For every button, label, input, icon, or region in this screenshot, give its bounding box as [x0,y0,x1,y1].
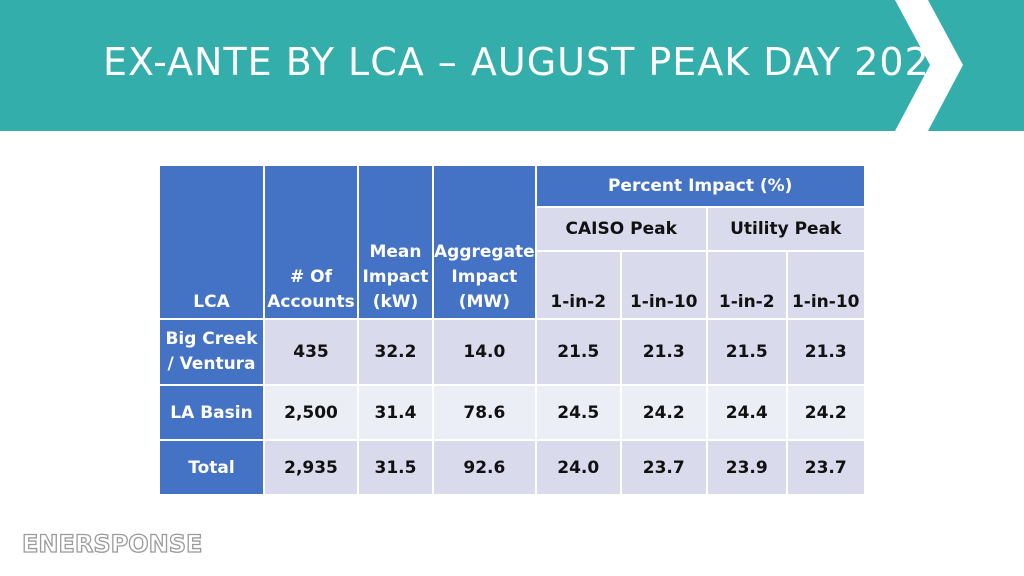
table-cell: 24.0 [534,439,622,496]
table-cell: 2,500 [263,384,359,441]
table-cell: 24.2 [785,384,866,441]
subgroup-caiso-peak: CAISO Peak [534,206,708,252]
col-header-utility-1-in-2: 1-in-2 [705,250,788,320]
table-row: LA Basin 2,500 31.4 78.6 24.5 24.2 24.4 … [158,384,866,441]
col-header-aggregate-impact: Aggregate Impact (MW) [432,164,537,320]
chevron-icon [895,0,963,131]
col-header-mean-impact: Mean Impact (kW) [357,164,434,320]
row-label: Total [158,439,265,496]
enersponse-logo: ENERSPONSE [21,529,203,558]
table-cell: 23.9 [705,439,788,496]
table-cell: 21.3 [785,318,866,386]
table-row: Total 2,935 31.5 92.6 24.0 23.7 23.9 23.… [158,439,866,496]
table-cell: 32.2 [357,318,434,386]
col-header-utility-1-in-10: 1-in-10 [785,250,866,320]
col-header-lca: LCA [158,164,265,320]
row-label: LA Basin [158,384,265,441]
header-band [0,0,1024,131]
table-cell: 21.5 [534,318,622,386]
table-cell: 31.5 [357,439,434,496]
table-cell: 78.6 [432,384,537,441]
col-header-caiso-1-in-10: 1-in-10 [619,250,708,320]
table-cell: 24.2 [619,384,708,441]
table-cell: 23.7 [619,439,708,496]
table-cell: 2,935 [263,439,359,496]
row-label: Big Creek / Ventura [158,318,265,386]
table-cell: 21.3 [619,318,708,386]
table-cell: 23.7 [785,439,866,496]
table-cell: 24.5 [534,384,622,441]
subgroup-utility-peak: Utility Peak [705,206,866,252]
table-cell: 31.4 [357,384,434,441]
table-cell: 435 [263,318,359,386]
table-cell: 21.5 [705,318,788,386]
table-cell: 14.0 [432,318,537,386]
impact-table: LCA # Of Accounts Mean Impact (kW) Aggre… [158,164,866,496]
group-header-percent-impact: Percent Impact (%) [534,164,866,208]
col-header-caiso-1-in-2: 1-in-2 [534,250,622,320]
table-row: Big Creek / Ventura 435 32.2 14.0 21.5 2… [158,318,866,386]
table-cell: 92.6 [432,439,537,496]
col-header-accounts: # Of Accounts [263,164,359,320]
table-cell: 24.4 [705,384,788,441]
page-title: EX-ANTE BY LCA – AUGUST PEAK DAY 2023 [103,40,955,84]
